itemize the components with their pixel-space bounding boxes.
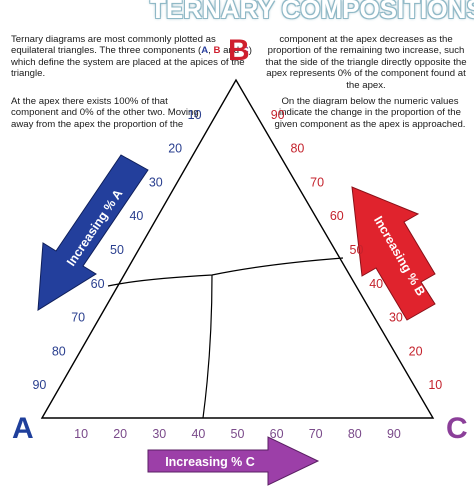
tick-label-c: 50 <box>231 427 245 441</box>
tick-label-c: 60 <box>270 427 284 441</box>
phase-boundary-vertical <box>202 274 213 419</box>
tick-labels-a: 10 20 30 40 50 60 70 80 90 <box>32 108 201 392</box>
component-b-label: B <box>213 45 221 57</box>
tick-label-a: 90 <box>32 378 46 392</box>
tick-label-c: 10 <box>74 427 88 441</box>
tick-label-b: 80 <box>290 142 304 156</box>
tick-label-b: 20 <box>409 344 423 358</box>
intro-paragraph-2: At the apex there exists 100% of that co… <box>11 96 199 130</box>
tick-label-a: 20 <box>168 142 182 156</box>
intro-paragraph-4: On the diagram below the numeric values … <box>274 96 466 130</box>
tick-label-b: 70 <box>310 175 324 189</box>
page-title: TERNARY COMPOSITIONS <box>150 0 474 24</box>
arrow-c-label: Increasing % C <box>165 455 255 469</box>
intro-text-start: Ternary diagrams are most commonly plott… <box>11 34 216 57</box>
tick-label-a: 30 <box>149 175 163 189</box>
tick-label-c: 90 <box>387 427 401 441</box>
tick-label-c: 70 <box>309 427 323 441</box>
component-a-label: A <box>201 45 209 57</box>
phase-boundary-line <box>107 257 344 287</box>
arrow-increasing-c: Increasing % C <box>147 436 320 486</box>
tick-label-a: 50 <box>110 243 124 257</box>
tick-label-c: 40 <box>191 427 205 441</box>
vertex-a: A <box>12 412 34 445</box>
arrow-a-shape <box>37 154 149 311</box>
tick-labels-c: 10 20 30 40 50 60 70 80 90 <box>74 427 401 441</box>
intro-separator-2: and <box>220 45 242 57</box>
arrow-c-shape <box>147 436 320 486</box>
arrow-increasing-b: Increasing % B <box>351 186 436 321</box>
tick-label-b: 90 <box>271 108 285 122</box>
component-c-label: C <box>241 45 249 57</box>
tick-label-a: 70 <box>71 311 85 325</box>
tick-label-b: 40 <box>369 277 383 291</box>
vertex-b: B <box>228 34 250 67</box>
tick-label-c: 80 <box>348 427 362 441</box>
tick-label-b: 50 <box>350 243 364 257</box>
tick-label-a: 40 <box>129 209 143 223</box>
arrow-b-shape <box>351 186 436 321</box>
tick-label-b: 10 <box>428 378 442 392</box>
intro-separator-1: , <box>208 45 214 57</box>
tick-label-c: 30 <box>152 427 166 441</box>
tick-labels-b: 90 80 70 60 50 40 30 20 10 <box>271 108 443 392</box>
intro-text-end: ) which define the system are placed at … <box>11 45 252 80</box>
tick-label-b: 30 <box>389 311 403 325</box>
tick-label-a: 60 <box>91 277 105 291</box>
intro-paragraph-1: Ternary diagrams are most commonly plott… <box>11 34 256 80</box>
ternary-triangle <box>40 78 435 419</box>
tick-label-a: 10 <box>188 108 202 122</box>
tick-label-a: 80 <box>52 344 66 358</box>
vertex-c: C <box>446 412 468 445</box>
tick-label-b: 60 <box>330 209 344 223</box>
intro-paragraph-3: component at the apex decreases as the p… <box>265 34 467 91</box>
tick-label-c: 20 <box>113 427 127 441</box>
